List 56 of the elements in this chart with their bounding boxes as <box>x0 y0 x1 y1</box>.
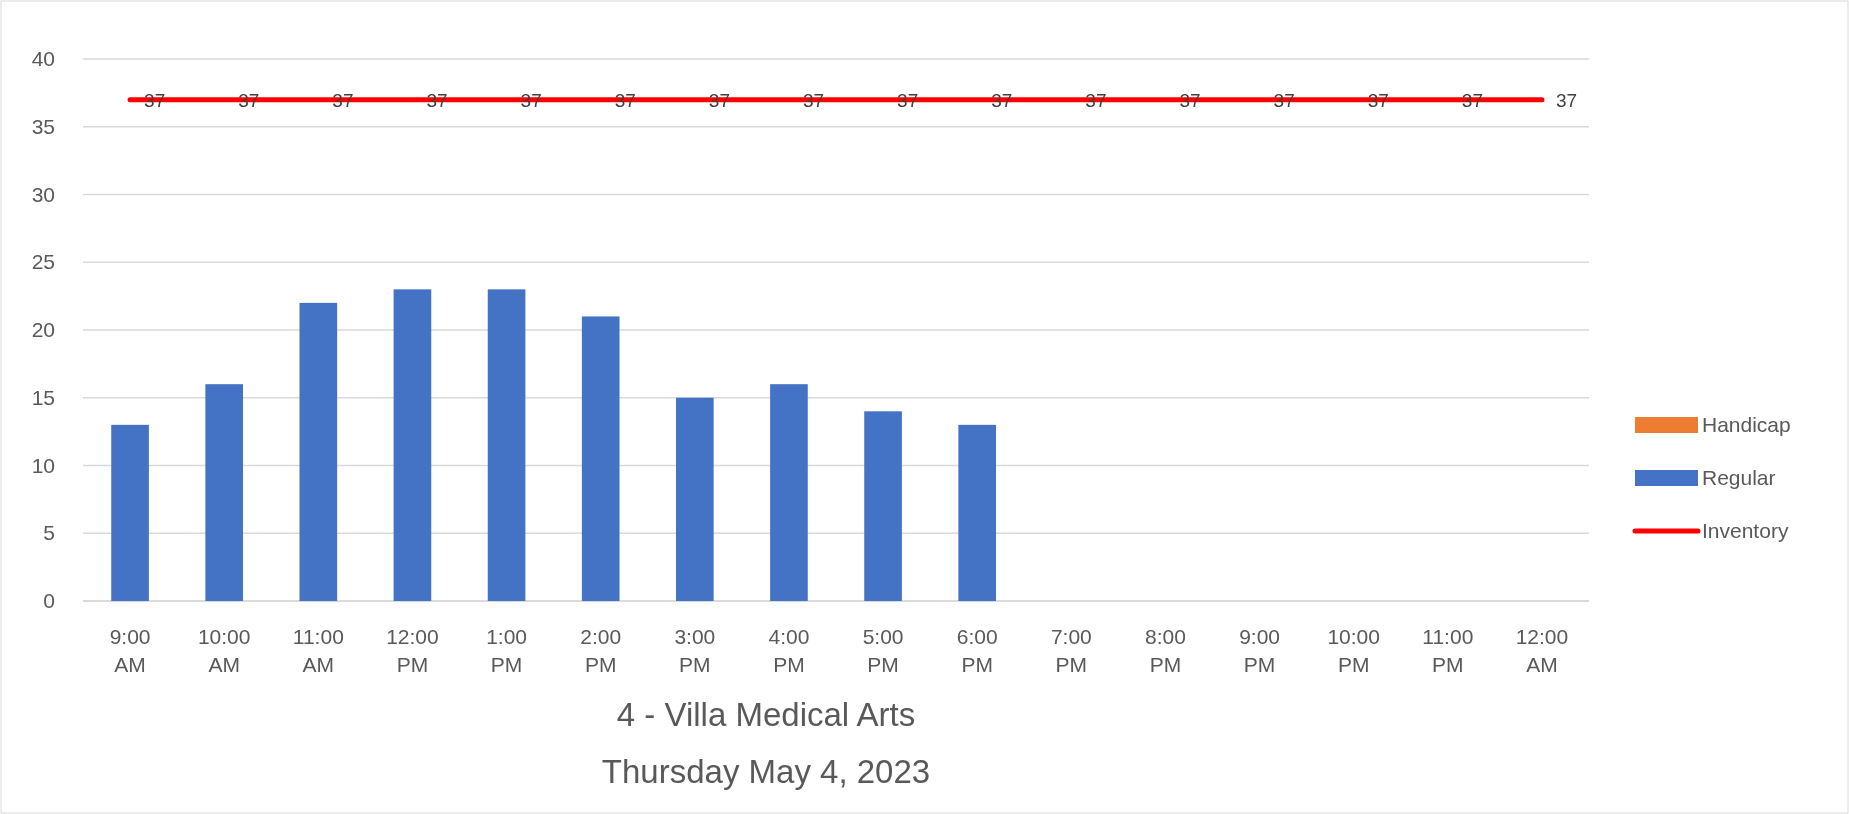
bar <box>770 384 808 601</box>
x-tick-label: 3:00 PM <box>674 625 716 676</box>
text: 4 - Villa Medical Arts <box>616 696 916 733</box>
data-label: 37 <box>1085 89 1107 111</box>
bar <box>111 424 149 601</box>
bar <box>675 397 714 601</box>
legend-label: Regular <box>1702 466 1776 489</box>
x-tick-label: 9:00 PM <box>1239 625 1280 676</box>
legend-label: Inventory <box>1702 519 1789 542</box>
x-tick-label: 11:00 AM <box>292 625 344 676</box>
x-tick-label: 8:00 PM <box>1145 625 1186 676</box>
data-label: 37 <box>1461 89 1483 111</box>
x-tick-label: 6:00 PM <box>956 625 998 676</box>
x-tick-label: 1:00 PM <box>486 625 527 676</box>
data-label: 37 <box>426 89 448 111</box>
bar <box>958 424 997 601</box>
y-tick-label: 15 <box>31 385 55 409</box>
data-label: 37 <box>238 89 260 111</box>
data-label: 37 <box>1273 89 1295 111</box>
bar <box>581 316 620 601</box>
data-label: 37 <box>1367 89 1389 111</box>
bar <box>393 289 432 601</box>
data-label: 37 <box>802 89 825 111</box>
data-label: 37 <box>1179 89 1201 111</box>
y-tick-label: 20 <box>31 318 55 341</box>
bar <box>299 302 338 601</box>
data-label: 37 <box>520 89 542 111</box>
x-tick-label: 12:00 AM <box>1515 625 1569 676</box>
y-tick-label: 0 <box>43 589 55 612</box>
legend-label: Handicap <box>1702 413 1791 436</box>
y-tick-label: 40 <box>31 47 55 70</box>
data-label: 37 <box>991 89 1013 111</box>
x-tick-label: 4:00 PM <box>768 625 810 676</box>
y-tick-label: 35 <box>31 114 55 138</box>
data-label: 37 <box>144 89 166 111</box>
bar <box>205 384 244 601</box>
x-tick-label: 11:00 PM <box>1422 625 1474 676</box>
data-label: 37 <box>332 89 354 111</box>
text: Thursday May 4, 2023 <box>601 753 931 790</box>
y-tick-label: 10 <box>31 453 55 477</box>
bar <box>487 289 526 601</box>
x-tick-label: 9:00 AM <box>109 625 151 676</box>
y-tick-label: 25 <box>31 250 55 274</box>
x-tick-label: 10:00 AM <box>197 625 251 676</box>
x-tick-label: 10:00 PM <box>1327 625 1380 676</box>
data-label: 37 <box>614 89 636 111</box>
x-tick-label: 5:00 PM <box>862 625 904 676</box>
x-tick-label: 7:00 PM <box>1050 625 1092 676</box>
x-tick-label: 2:00 PM <box>580 625 622 676</box>
data-label: 37 <box>708 89 730 111</box>
data-label: 37 <box>897 89 919 111</box>
y-tick-label: 30 <box>31 182 55 206</box>
y-tick-label: 5 <box>43 521 55 545</box>
bar <box>864 411 902 601</box>
x-tick-label: 12:00 PM <box>386 625 439 676</box>
data-label: 37 <box>1555 89 1578 111</box>
